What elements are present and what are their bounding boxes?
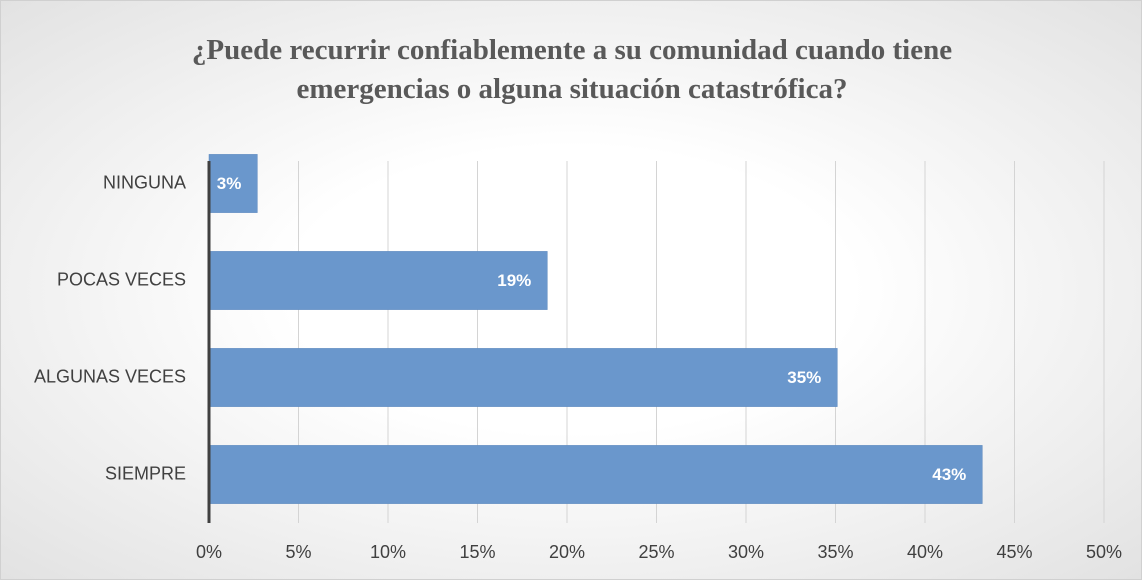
x-tick-label: 10%	[370, 542, 406, 562]
x-tick-label: 0%	[196, 542, 222, 562]
x-tick-label: 25%	[638, 542, 674, 562]
x-tick-label: 5%	[285, 542, 311, 562]
y-tick-label: ALGUNAS VECES	[34, 366, 186, 386]
value-label: 35%	[787, 368, 821, 387]
y-tick-label: SIEMPRE	[105, 463, 186, 483]
x-tick-label: 40%	[907, 542, 943, 562]
bar	[208, 445, 983, 504]
value-label: 3%	[217, 174, 242, 193]
y-tick-label: NINGUNA	[103, 172, 186, 192]
x-tick-label: 30%	[728, 542, 764, 562]
value-label: 19%	[497, 271, 531, 290]
x-tick-label: 15%	[459, 542, 495, 562]
bar	[208, 348, 838, 407]
bar	[208, 154, 258, 213]
value-label: 43%	[932, 465, 966, 484]
chart-title: ¿Puede recurrir confiablemente a su comu…	[191, 34, 953, 105]
x-tick-label: 20%	[549, 542, 585, 562]
x-tick-label: 45%	[996, 542, 1032, 562]
x-tick-label: 50%	[1086, 542, 1122, 562]
y-tick-label: POCAS VECES	[57, 269, 186, 289]
x-tick-label: 35%	[817, 542, 853, 562]
